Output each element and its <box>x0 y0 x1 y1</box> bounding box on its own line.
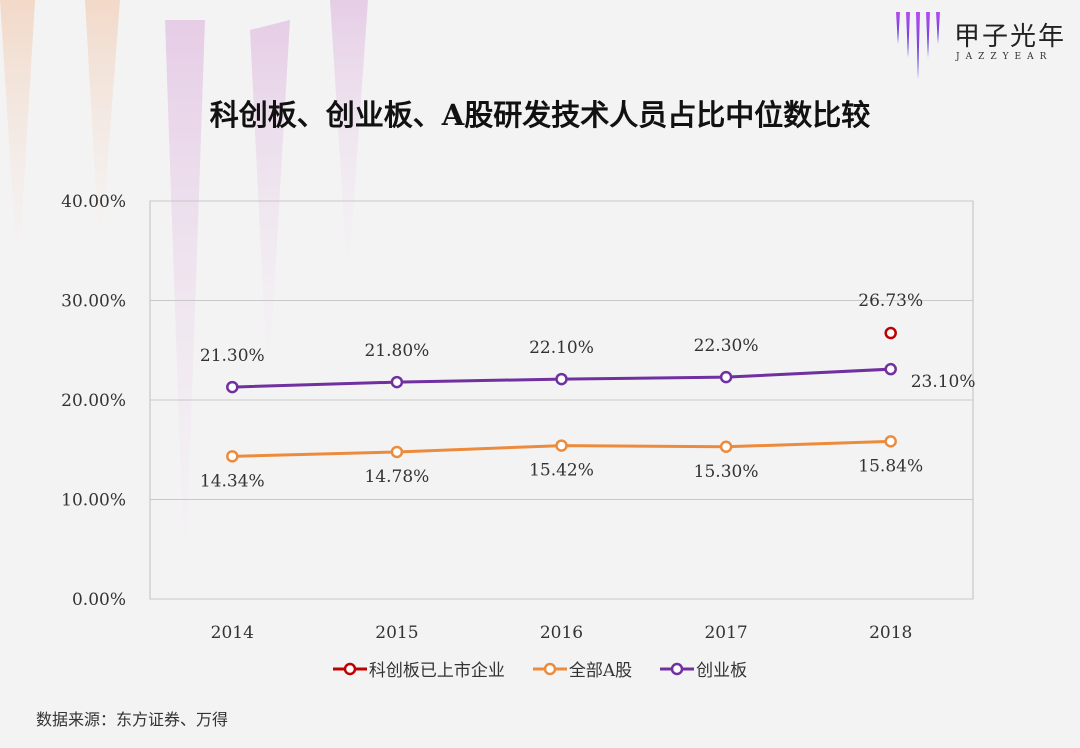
data-point <box>226 450 239 463</box>
legend-label: 科创板已上市企业 <box>368 661 505 681</box>
logo-mark-icon <box>896 12 940 80</box>
data-label: 22.30% <box>694 336 759 356</box>
x-tick-label: 2014 <box>211 623 254 643</box>
x-tick-label: 2016 <box>540 623 583 643</box>
legend-marker-icon <box>332 662 367 675</box>
y-tick-label: 40.00% <box>61 192 126 212</box>
legend-item-all-a-shares: 全部A股 <box>532 656 633 681</box>
logo-subtext: JAZZYEAR <box>956 52 1053 62</box>
data-label: 26.73% <box>858 291 923 311</box>
data-label: 15.84% <box>858 456 923 476</box>
y-tick-label: 20.00% <box>61 391 126 411</box>
x-tick-label: 2015 <box>375 623 418 643</box>
data-label: 22.10% <box>529 338 594 358</box>
legend-item-chinext: 创业板 <box>660 656 747 681</box>
data-point <box>884 326 897 340</box>
data-label: 14.34% <box>200 471 265 491</box>
data-point <box>390 445 404 459</box>
data-point <box>719 370 733 384</box>
legend-item-star-market: 科创板已上市企业 <box>332 656 505 681</box>
chart-title: 科创板、创业板、A股研发技术人员占比中位数比较 <box>209 98 871 132</box>
legend-label: 全部A股 <box>568 661 633 681</box>
data-point <box>555 439 568 452</box>
data-point <box>719 440 733 454</box>
legend-marker-icon <box>532 662 567 675</box>
data-point <box>390 375 404 389</box>
data-point <box>226 380 239 394</box>
chart-legend: 科创板已上市企业 全部A股 创业板 <box>0 656 1080 681</box>
data-label: 21.30% <box>200 346 265 366</box>
x-tick-label: 2017 <box>704 623 747 643</box>
y-tick-label: 10.00% <box>61 491 126 511</box>
legend-label: 创业板 <box>696 661 748 681</box>
x-tick-label: 2018 <box>869 623 912 643</box>
data-label: 14.78% <box>364 467 429 487</box>
y-tick-label: 0.00% <box>72 590 126 610</box>
data-label: 23.10% <box>911 372 976 392</box>
y-tick-label: 30.00% <box>61 292 126 312</box>
jazzyear-logo: 甲子光年 JAZZYEAR <box>892 10 1072 80</box>
data-point <box>555 372 568 386</box>
data-point <box>884 435 897 448</box>
logo-text: 甲子光年 <box>954 22 1067 52</box>
data-label: 21.80% <box>364 341 429 361</box>
data-label: 15.30% <box>694 462 759 482</box>
legend-marker-icon <box>660 662 695 675</box>
data-label: 15.42% <box>529 461 594 481</box>
data-point <box>884 362 897 376</box>
data-source: 数据来源：东方证券、万得 <box>36 710 229 729</box>
